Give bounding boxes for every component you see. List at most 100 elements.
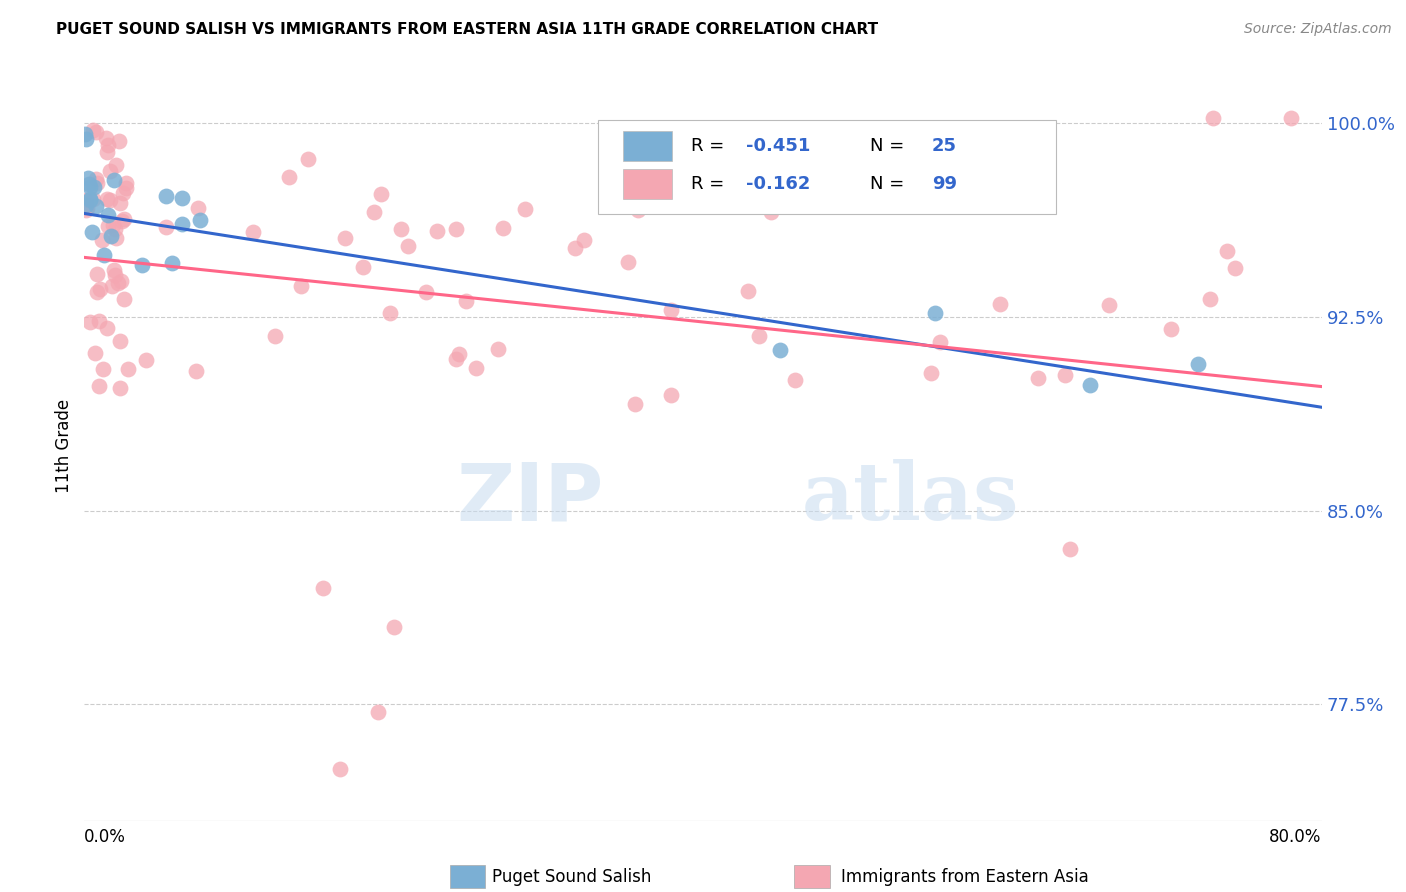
Text: 80.0%: 80.0% bbox=[1270, 828, 1322, 847]
Point bbox=[627, 203, 650, 218]
Point bbox=[456, 293, 478, 308]
Point bbox=[492, 221, 515, 235]
Point bbox=[447, 347, 470, 361]
Point bbox=[659, 388, 682, 402]
Point bbox=[1223, 261, 1246, 276]
Point bbox=[97, 219, 120, 233]
Point bbox=[155, 220, 177, 235]
Point bbox=[263, 329, 285, 343]
Point bbox=[114, 176, 136, 190]
Point bbox=[86, 267, 108, 281]
Point bbox=[112, 212, 135, 227]
Point bbox=[79, 179, 101, 194]
Point bbox=[311, 581, 333, 595]
Point bbox=[86, 125, 108, 139]
Point bbox=[97, 208, 120, 222]
Point bbox=[1279, 111, 1302, 125]
Point bbox=[759, 205, 782, 219]
Point bbox=[82, 192, 104, 206]
Point bbox=[84, 199, 107, 213]
Point bbox=[920, 366, 942, 380]
Point bbox=[187, 201, 209, 215]
Point bbox=[104, 231, 127, 245]
Point bbox=[1059, 542, 1081, 557]
Point bbox=[370, 186, 392, 201]
Point bbox=[988, 297, 1011, 311]
Point bbox=[79, 193, 101, 207]
Point bbox=[75, 202, 97, 217]
Point bbox=[184, 364, 207, 378]
Point bbox=[170, 217, 193, 231]
Text: -0.162: -0.162 bbox=[747, 175, 811, 193]
Point bbox=[464, 360, 486, 375]
Point bbox=[389, 222, 412, 236]
Point bbox=[104, 222, 127, 236]
Point bbox=[1216, 244, 1239, 259]
Point bbox=[1187, 357, 1209, 371]
Point bbox=[77, 171, 100, 186]
Text: PUGET SOUND SALISH VS IMMIGRANTS FROM EASTERN ASIA 11TH GRADE CORRELATION CHART: PUGET SOUND SALISH VS IMMIGRANTS FROM EA… bbox=[56, 22, 879, 37]
Point bbox=[103, 268, 125, 282]
Point bbox=[444, 352, 467, 367]
Point bbox=[96, 145, 118, 160]
Point bbox=[100, 194, 122, 208]
Point bbox=[115, 181, 138, 195]
Point bbox=[110, 274, 132, 288]
Text: atlas: atlas bbox=[801, 459, 1019, 538]
Point bbox=[924, 306, 946, 320]
Point bbox=[86, 176, 108, 190]
Point bbox=[486, 343, 509, 357]
Point bbox=[100, 278, 122, 293]
Point bbox=[290, 279, 312, 293]
Point bbox=[91, 361, 114, 376]
Y-axis label: 11th Grade: 11th Grade bbox=[55, 399, 73, 493]
Text: N =: N = bbox=[870, 137, 904, 155]
Point bbox=[378, 305, 401, 319]
Point bbox=[748, 329, 770, 343]
Point bbox=[329, 762, 352, 776]
Point bbox=[86, 285, 108, 299]
Point bbox=[108, 135, 131, 149]
Point bbox=[75, 193, 97, 207]
Bar bbox=[623, 131, 672, 161]
Text: Source: ZipAtlas.com: Source: ZipAtlas.com bbox=[1244, 22, 1392, 37]
Point bbox=[1160, 322, 1182, 336]
Point bbox=[564, 240, 586, 254]
Point bbox=[79, 315, 101, 329]
Point bbox=[97, 137, 120, 152]
Text: ZIP: ZIP bbox=[457, 459, 605, 538]
Text: 25: 25 bbox=[932, 137, 957, 155]
Point bbox=[617, 254, 640, 268]
Point bbox=[769, 343, 792, 358]
Point bbox=[96, 320, 118, 334]
Point bbox=[415, 285, 437, 299]
Point bbox=[1202, 111, 1225, 125]
Point bbox=[426, 225, 449, 239]
Text: 99: 99 bbox=[932, 175, 957, 193]
Bar bbox=[623, 169, 672, 199]
Point bbox=[515, 202, 537, 217]
Point bbox=[363, 205, 385, 219]
Text: N =: N = bbox=[870, 175, 904, 193]
Point bbox=[76, 201, 98, 215]
Point bbox=[382, 620, 405, 634]
Point bbox=[105, 158, 128, 172]
Point bbox=[82, 225, 104, 239]
Point bbox=[75, 198, 97, 212]
Point bbox=[90, 233, 112, 247]
FancyBboxPatch shape bbox=[598, 120, 1056, 214]
Point bbox=[79, 192, 101, 206]
Point bbox=[1026, 371, 1049, 385]
Point bbox=[98, 164, 121, 178]
Point bbox=[160, 256, 183, 270]
Point bbox=[155, 189, 177, 203]
Point bbox=[659, 303, 682, 318]
Point bbox=[112, 292, 135, 306]
Point bbox=[131, 258, 153, 272]
Point bbox=[77, 177, 100, 191]
Point bbox=[73, 127, 96, 141]
Point bbox=[89, 379, 111, 393]
Text: Immigrants from Eastern Asia: Immigrants from Eastern Asia bbox=[841, 868, 1088, 886]
Point bbox=[84, 172, 107, 186]
Point bbox=[242, 225, 264, 239]
